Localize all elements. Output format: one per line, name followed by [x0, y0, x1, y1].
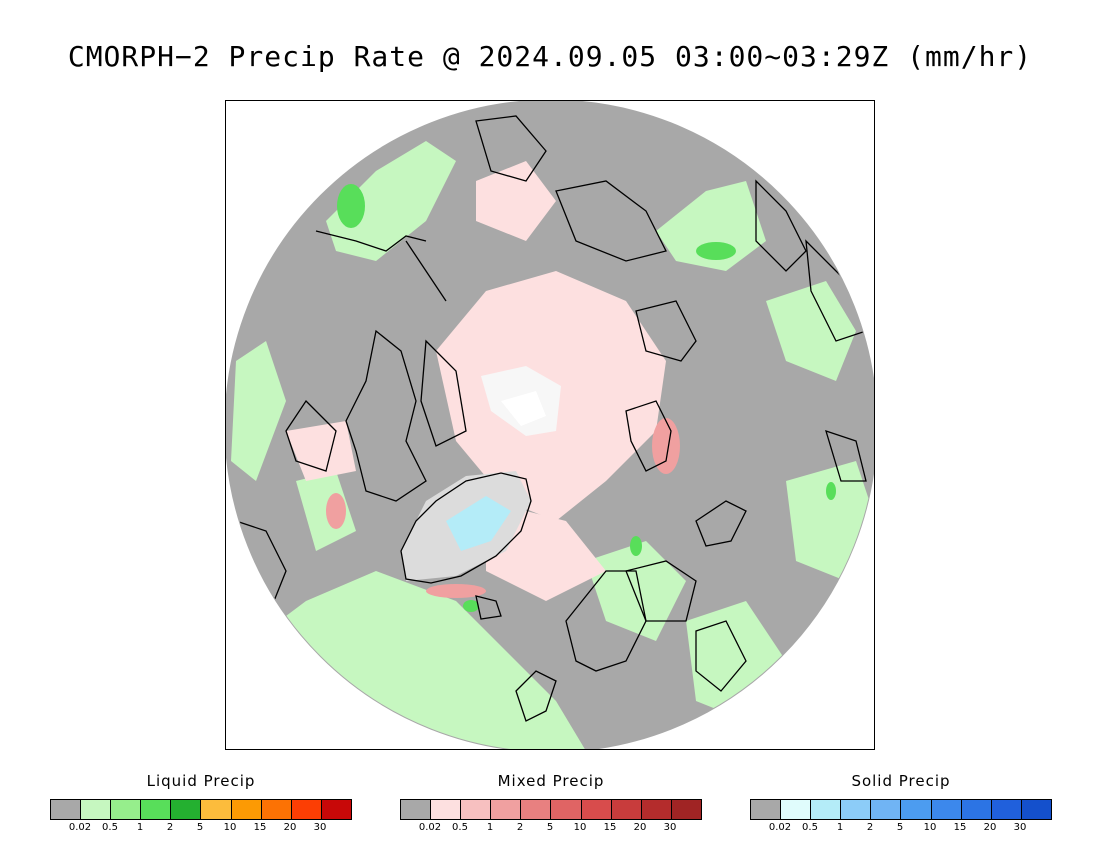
legend-mixed-bar	[400, 799, 702, 820]
polar-precip-map	[225, 100, 875, 750]
legend-mixed-swatch	[461, 800, 492, 819]
legend-liquid-tick-label: 20	[283, 822, 297, 833]
legend-mixed-tick-label: 30	[663, 822, 677, 833]
legend-liquid-swatch	[321, 800, 351, 819]
legend-mixed-swatch	[431, 800, 462, 819]
legend-solid-tick-label: 2	[866, 822, 874, 833]
legend-mixed-tick-label: 15	[603, 822, 617, 833]
legend-liquid-swatch	[231, 800, 262, 819]
legend-mixed-swatch	[641, 800, 672, 819]
legend-solid-ticks: 0.02 0.5 1 2 5 10 15 20 30	[750, 820, 1050, 834]
legend-solid-swatch	[901, 800, 932, 819]
legend-solid-swatch	[841, 800, 872, 819]
legend-liquid-swatch	[291, 800, 322, 819]
legend-solid-swatch	[961, 800, 992, 819]
legend-solid-tick-label: 20	[983, 822, 997, 833]
legend-mixed-swatch	[401, 800, 432, 819]
legend-liquid-swatch	[111, 800, 142, 819]
legend-solid-tick-label: 10	[923, 822, 937, 833]
legend-mixed: Mixed Precip 0.02 0.5 1 2 5 10 15 20 30	[400, 772, 702, 834]
legend-mixed-tick-label: 10	[573, 822, 587, 833]
legend-liquid-tick-label: 15	[253, 822, 267, 833]
legend-liquid-tick-label: 5	[196, 822, 204, 833]
legend-liquid-tick-label: 1	[136, 822, 144, 833]
legend-solid-swatch	[811, 800, 842, 819]
legend-liquid: Liquid Precip 0.02 0.5 1 2 5 10 15 20 30	[50, 772, 352, 834]
legend-mixed-tick-label: 0.02	[418, 822, 442, 833]
legend-liquid-title: Liquid Precip	[146, 772, 256, 790]
legend-mixed-tick-label: 0.5	[452, 822, 468, 833]
legend-solid-tick-label: 15	[953, 822, 967, 833]
legend-liquid-tick-label: 2	[166, 822, 174, 833]
legend-solid: Solid Precip 0.02 0.5 1 2 5 10 15 20 30	[750, 772, 1052, 834]
legend-mixed-swatch	[491, 800, 522, 819]
legend-mixed-tick-label: 5	[546, 822, 554, 833]
legend-solid-tick-label: 1	[836, 822, 844, 833]
legend-solid-bar	[750, 799, 1052, 820]
legend-solid-tick-label: 5	[896, 822, 904, 833]
legend-mixed-ticks: 0.02 0.5 1 2 5 10 15 20 30	[400, 820, 700, 834]
legend-liquid-bar	[50, 799, 352, 820]
legend-solid-swatch	[781, 800, 812, 819]
legend-liquid-tick-label: 0.02	[68, 822, 92, 833]
legend-solid-title: Solid Precip	[851, 772, 951, 790]
legend-mixed-swatch	[551, 800, 582, 819]
legend-liquid-swatch	[51, 800, 82, 819]
legend-liquid-swatch	[81, 800, 112, 819]
legend-liquid-tick-label: 0.5	[102, 822, 118, 833]
legend-liquid-ticks: 0.02 0.5 1 2 5 10 15 20 30	[50, 820, 350, 834]
legend-solid-tick-label: 0.5	[802, 822, 818, 833]
legend-mixed-title: Mixed Precip	[497, 772, 605, 790]
legend-liquid-swatch	[201, 800, 232, 819]
legend-mixed-swatch	[611, 800, 642, 819]
legend-mixed-tick-label: 20	[633, 822, 647, 833]
legend-mixed-swatch	[521, 800, 552, 819]
legend-liquid-tick-label: 30	[313, 822, 327, 833]
legend-mixed-swatch	[671, 800, 701, 819]
legend-solid-swatch	[871, 800, 902, 819]
legend-liquid-tick-label: 10	[223, 822, 237, 833]
map-canvas	[226, 101, 874, 749]
legend-solid-swatch	[751, 800, 782, 819]
mixed-precip-heavier	[326, 418, 680, 598]
legend-liquid-swatch	[171, 800, 202, 819]
legend-mixed-tick-label: 1	[486, 822, 494, 833]
legend-mixed-swatch	[581, 800, 612, 819]
legend-solid-tick-label: 0.02	[768, 822, 792, 833]
legend-solid-tick-label: 30	[1013, 822, 1027, 833]
legend-liquid-swatch	[141, 800, 172, 819]
legend-solid-swatch	[931, 800, 962, 819]
legend-mixed-tick-label: 2	[516, 822, 524, 833]
liquid-precip-moderate	[337, 184, 836, 612]
legend-liquid-swatch	[261, 800, 292, 819]
chart-title: CMORPH−2 Precip Rate @ 2024.09.05 03:00~…	[67, 40, 1033, 73]
legend-solid-swatch	[991, 800, 1022, 819]
legend-solid-swatch	[1021, 800, 1051, 819]
